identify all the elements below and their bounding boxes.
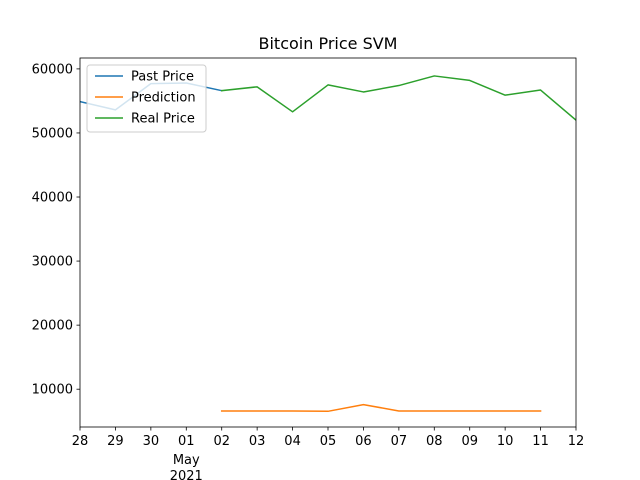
x-tick-label: 09 — [461, 434, 478, 449]
x-tick-label: 06 — [355, 434, 372, 449]
x-tick-label: 04 — [284, 434, 301, 449]
series-line-real-price — [220, 75, 576, 122]
x-tick-label: 11 — [532, 434, 549, 449]
x-tick-label: 02 — [213, 434, 230, 449]
x-tick-label: 08 — [426, 434, 443, 449]
legend-label: Real Price — [131, 112, 195, 127]
x-tick-label: 07 — [391, 434, 408, 449]
y-tick-label: 30000 — [32, 255, 73, 270]
x-tick-month-label: May — [173, 453, 200, 468]
legend-box — [86, 64, 207, 133]
y-tick-label: 20000 — [32, 319, 73, 334]
x-tick-label: 05 — [320, 434, 337, 449]
legend: Past Price Prediction Real Price — [86, 64, 207, 133]
x-tick-label: 30 — [143, 434, 160, 449]
x-tick-year-label: 2021 — [170, 469, 203, 480]
y-tick-label: 50000 — [32, 126, 73, 141]
series-line-prediction — [220, 403, 542, 413]
x-tick-label: 28 — [72, 434, 89, 449]
x-tick-label: 10 — [497, 434, 514, 449]
x-tick-label: 12 — [568, 434, 585, 449]
x-tick-label: 01 — [178, 434, 195, 449]
legend-label: Prediction — [131, 91, 196, 106]
y-tick-label: 40000 — [32, 191, 73, 206]
chart-title: Bitcoin Price SVM — [259, 34, 398, 53]
legend-label: Past Price — [131, 70, 194, 85]
y-tick-label: 60000 — [32, 62, 73, 77]
y-tick-label: 10000 — [32, 383, 73, 398]
x-tick-label: 03 — [249, 434, 266, 449]
x-tick-label: 29 — [107, 434, 124, 449]
plot-area: 10000 20000 30000 40000 50000 60000 28 29 30 01 Ma… — [32, 57, 585, 480]
